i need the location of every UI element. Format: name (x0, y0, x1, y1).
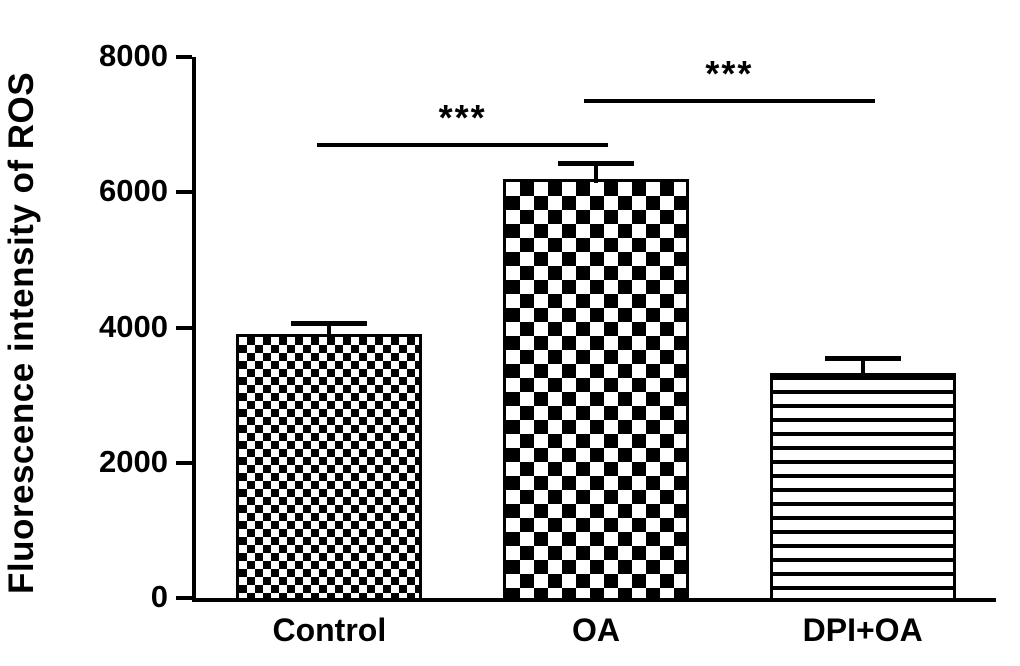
significance-stars-1: *** (705, 52, 754, 94)
bar-dpi-oa (769, 373, 956, 598)
y-tick-mark (176, 460, 192, 465)
error-bar-line-dpi-oa (860, 357, 865, 378)
significance-bracket-1 (584, 98, 875, 103)
x-axis-label-oa: OA (572, 612, 620, 648)
y-tick-mark (176, 55, 192, 59)
y-tick-mark (176, 190, 192, 195)
significance-stars-0: *** (438, 96, 487, 138)
bar-oa (503, 178, 689, 598)
y-axis-title: Fluorescence intensity of ROS (2, 71, 41, 595)
error-bar-line-control (327, 323, 332, 339)
y-tick-label: 4000 (99, 308, 168, 344)
x-axis-label-control: Control (272, 612, 387, 648)
y-tick-label: 8000 (99, 38, 168, 73)
error-bar-line-oa (594, 163, 598, 183)
error-bar-cap-control (291, 321, 368, 327)
y-tick-label: 6000 (99, 173, 168, 209)
y-tick-mark (176, 325, 192, 330)
plot-area: 0 2000 4000 6000 8000 Control OA DPI+OA *** *** (99, 38, 996, 648)
x-axis-label-dpi-oa: DPI+OA (802, 612, 923, 648)
y-tick-label: 2000 (99, 443, 168, 479)
significance-bracket-0 (317, 142, 608, 147)
y-tick-label: 0 (150, 579, 168, 614)
y-tick-mark (176, 596, 192, 600)
bar-control (236, 334, 423, 598)
error-bar-cap-dpi-oa (824, 355, 901, 361)
error-bar-cap-oa (558, 161, 634, 167)
